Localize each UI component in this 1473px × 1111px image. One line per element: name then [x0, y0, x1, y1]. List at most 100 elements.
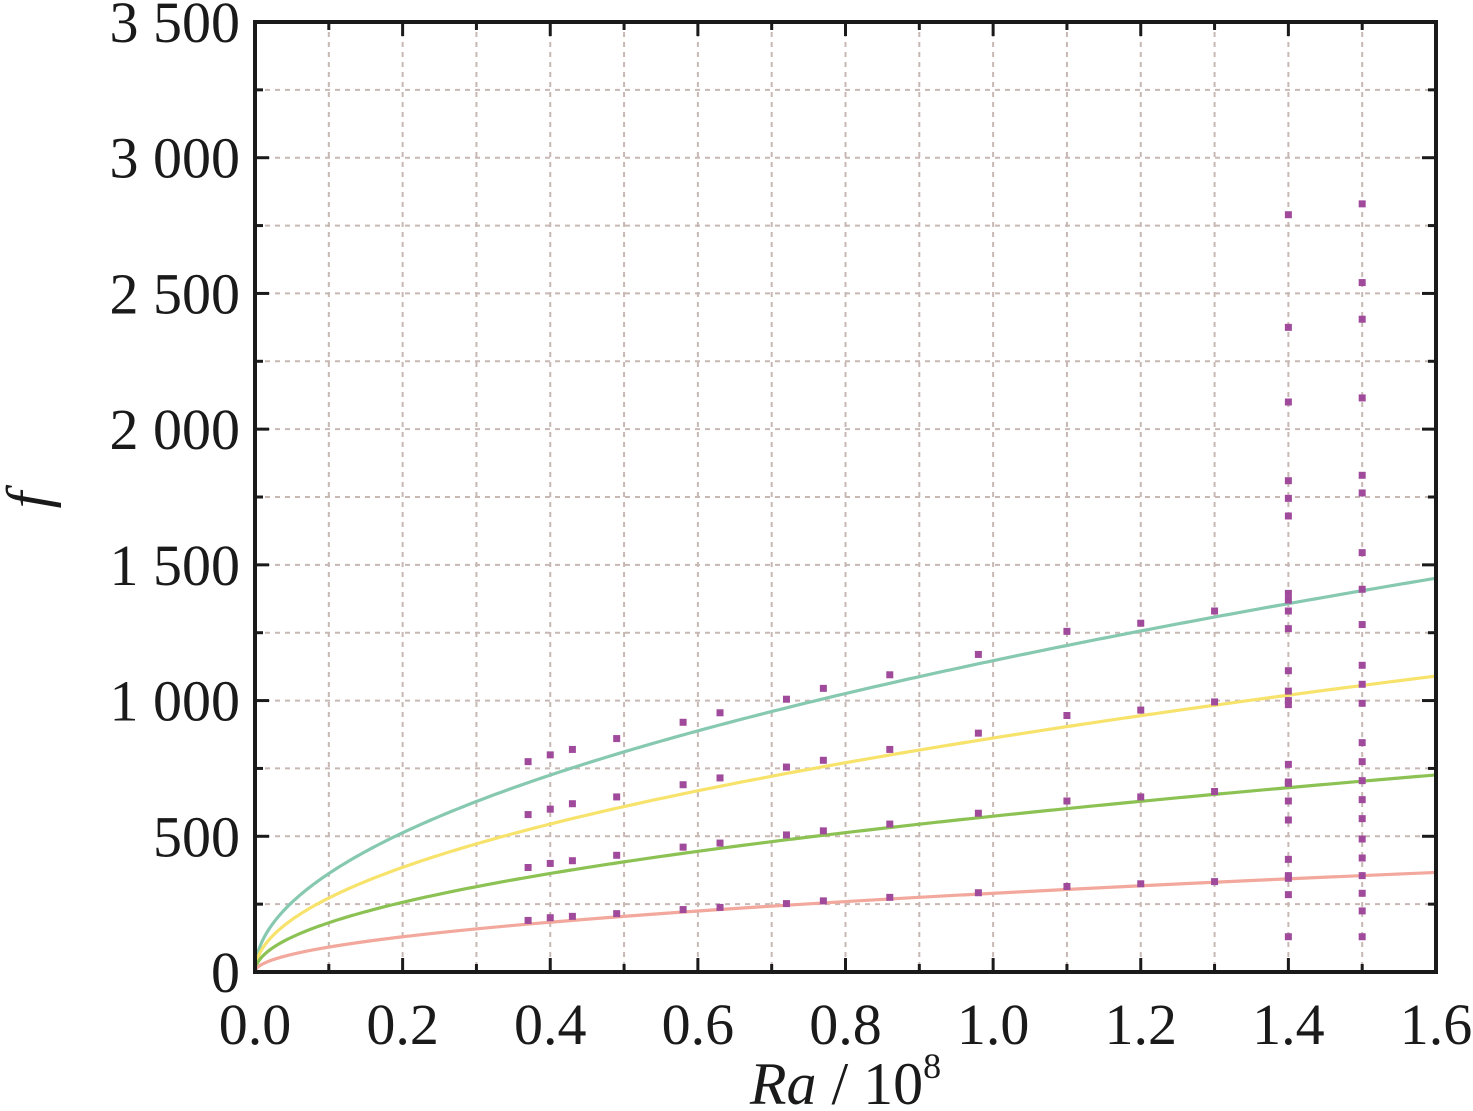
x-tick-label: 0.2: [366, 992, 439, 1057]
x-tick-label: 0.8: [809, 992, 882, 1057]
data-point-s4: [613, 910, 621, 918]
data-point-s1: [1211, 607, 1219, 615]
data-point-s2: [546, 805, 554, 813]
data-point-s2: [782, 763, 790, 771]
data-point-s6: [1358, 394, 1366, 402]
fit-curve-1: [253, 576, 1437, 973]
data-point-s6: [1358, 489, 1366, 497]
data-point-s2: [524, 811, 532, 819]
data-point-s5: [1284, 589, 1292, 597]
data-point-s2: [613, 793, 621, 801]
data-point-s6: [1358, 907, 1366, 915]
data-point-s4: [1211, 878, 1219, 886]
y-tick-labels: 0 500 1 000 1 500 2 000 2 500 3 000 3 500: [110, 0, 241, 1005]
y-tick-label: 3 500: [110, 0, 241, 55]
x-tick-label: 1.4: [1252, 992, 1325, 1057]
data-point-s1: [819, 684, 827, 692]
data-point-s6: [1358, 200, 1366, 208]
data-point-s2: [886, 745, 894, 753]
data-point-s3: [819, 827, 827, 835]
data-point-s4: [1063, 883, 1071, 890]
data-point-s1: [782, 695, 790, 703]
data-point-s1: [524, 758, 532, 766]
grid: [255, 22, 1436, 972]
data-point-s5: [1284, 687, 1292, 695]
data-point-s2: [568, 800, 576, 808]
data-point-s5: [1284, 596, 1292, 604]
data-point-s4: [886, 893, 894, 901]
x-tick-label: 1.6: [1400, 992, 1473, 1057]
data-point-s1: [613, 735, 621, 743]
data-point-s5: [1284, 398, 1292, 406]
data-point-s5: [1284, 797, 1292, 805]
data-point-s6: [1358, 777, 1366, 785]
y-tick-label: 1 500: [110, 533, 241, 598]
data-point-s5: [1284, 477, 1292, 485]
y-tick-label: 1 000: [110, 669, 241, 734]
fit-curve-2: [253, 674, 1437, 973]
data-point-s6: [1358, 796, 1366, 804]
data-point-s5: [1284, 855, 1292, 863]
x-axis-variable: Ra: [749, 1051, 817, 1111]
data-point-s1: [568, 745, 576, 753]
data-point-s6: [1358, 872, 1366, 880]
data-point-s6: [1358, 549, 1366, 557]
data-point-s5: [1284, 211, 1292, 219]
data-point-s1: [716, 709, 724, 717]
y-axis-title: f: [0, 484, 61, 508]
data-point-s6: [1358, 758, 1366, 766]
data-point-s5: [1284, 323, 1292, 331]
data-point-s4: [819, 897, 827, 905]
data-point-s6: [1358, 279, 1366, 287]
y-tick-label: 2 000: [110, 397, 241, 462]
data-point-s6: [1358, 699, 1366, 707]
data-point-s1: [974, 650, 982, 658]
x-tick-label: 1.0: [957, 992, 1030, 1057]
data-point-s4: [1137, 880, 1145, 888]
data-point-s3: [1063, 797, 1071, 805]
data-point-s4: [679, 906, 687, 914]
data-point-s6: [1358, 854, 1366, 862]
data-point-s6: [1358, 680, 1366, 688]
data-point-s2: [974, 729, 982, 737]
data-point-s3: [679, 843, 687, 851]
y-tick-label: 2 500: [110, 261, 241, 326]
data-point-s4: [546, 914, 554, 922]
data-point-s6: [1358, 315, 1366, 323]
x-tick-label: 0.4: [514, 992, 587, 1057]
data-point-s2: [1137, 706, 1145, 714]
data-point-s4: [974, 889, 982, 897]
x-axis-unit-base: 10: [863, 1051, 923, 1111]
data-point-s3: [1211, 788, 1219, 795]
data-point-s4: [782, 900, 790, 908]
x-tick-label: 0.6: [662, 992, 735, 1057]
data-point-s2: [1211, 698, 1219, 706]
data-point-s5: [1284, 701, 1292, 709]
data-point-s1: [546, 751, 554, 759]
data-point-s5: [1284, 872, 1292, 880]
data-point-s5: [1284, 816, 1292, 824]
y-tick-label: 3 000: [110, 126, 241, 191]
data-point-s1: [1063, 627, 1071, 635]
x-tick-label: 0.0: [219, 992, 292, 1057]
data-point-s2: [716, 774, 724, 782]
data-point-s5: [1284, 494, 1292, 502]
data-point-s6: [1358, 621, 1366, 629]
y-tick-label: 500: [153, 804, 240, 869]
data-point-s2: [1063, 712, 1071, 719]
data-point-s6: [1358, 815, 1366, 823]
data-point-s5: [1284, 778, 1292, 786]
data-point-s6: [1358, 835, 1366, 843]
data-point-s3: [568, 857, 576, 865]
data-point-s3: [886, 820, 894, 828]
data-point-s6: [1358, 661, 1366, 669]
data-point-s5: [1284, 512, 1292, 520]
data-point-s3: [782, 831, 790, 839]
x-axis-title: Ra / 108: [749, 1046, 941, 1111]
data-point-s4: [524, 916, 532, 924]
x-tick-labels: 0.0 0.2 0.4 0.6 0.8 1.0 1.2 1.4 1.6: [219, 992, 1473, 1057]
data-point-s5: [1284, 760, 1292, 768]
data-point-s1: [1137, 619, 1145, 627]
data-point-s6: [1358, 739, 1366, 747]
data-point-s5: [1284, 607, 1292, 615]
